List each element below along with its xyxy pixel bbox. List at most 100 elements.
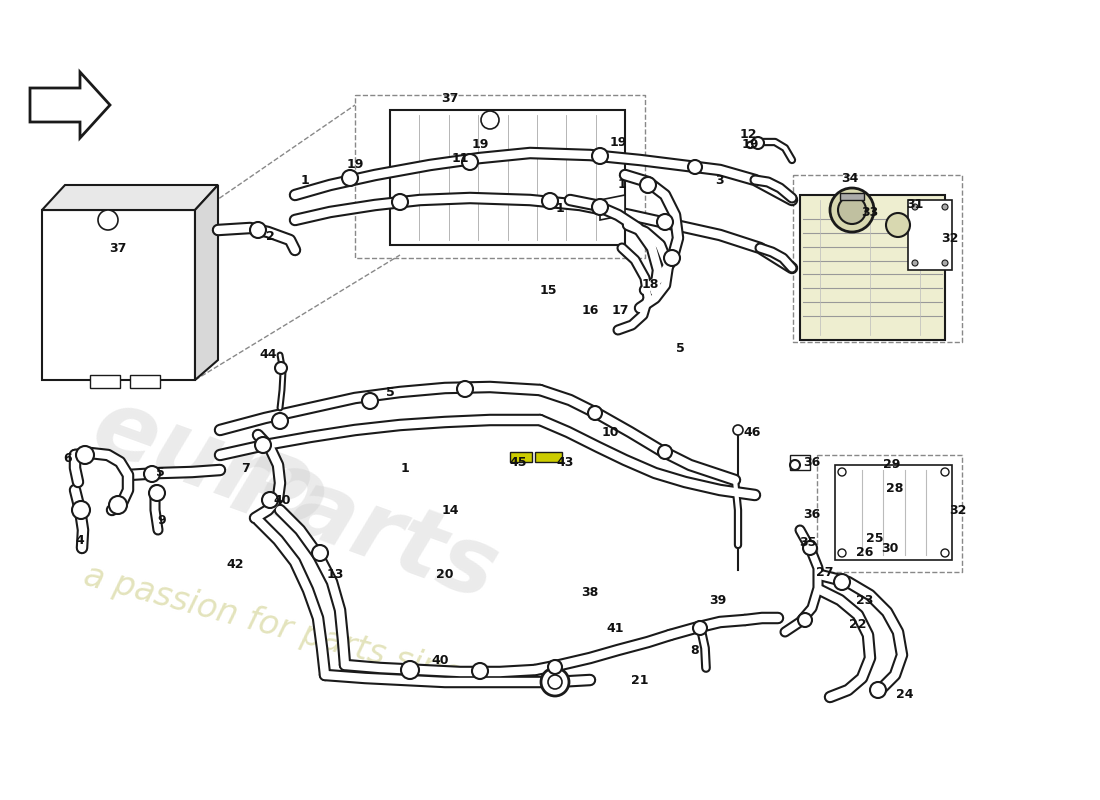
Text: 20: 20: [437, 569, 453, 582]
Polygon shape: [30, 72, 110, 138]
Circle shape: [870, 682, 886, 698]
Circle shape: [109, 496, 126, 514]
Circle shape: [250, 222, 266, 238]
Polygon shape: [90, 375, 120, 388]
Circle shape: [834, 574, 850, 590]
Circle shape: [362, 393, 378, 409]
Text: 21: 21: [631, 674, 649, 686]
Text: 29: 29: [883, 458, 901, 471]
Polygon shape: [800, 195, 945, 340]
Circle shape: [790, 460, 800, 470]
Text: 37: 37: [441, 91, 459, 105]
Circle shape: [542, 193, 558, 209]
Circle shape: [942, 260, 948, 266]
Circle shape: [658, 445, 672, 459]
Text: 19: 19: [346, 158, 364, 171]
Text: 22: 22: [849, 618, 867, 631]
Circle shape: [144, 466, 159, 482]
Circle shape: [588, 406, 602, 420]
Text: 45: 45: [509, 455, 527, 469]
Circle shape: [940, 468, 949, 476]
Text: 27: 27: [816, 566, 834, 578]
Circle shape: [548, 675, 562, 689]
Circle shape: [688, 160, 702, 174]
Circle shape: [733, 425, 742, 435]
Text: 19: 19: [471, 138, 488, 151]
Text: euro: euro: [80, 381, 340, 550]
Circle shape: [98, 210, 118, 230]
Circle shape: [548, 660, 562, 674]
Text: 38: 38: [582, 586, 598, 598]
Circle shape: [272, 413, 288, 429]
Polygon shape: [908, 200, 952, 270]
Circle shape: [262, 492, 278, 508]
Polygon shape: [790, 455, 810, 470]
Circle shape: [693, 621, 707, 635]
Text: 14: 14: [441, 503, 459, 517]
Circle shape: [664, 250, 680, 266]
Circle shape: [640, 177, 656, 193]
Text: 5: 5: [155, 466, 164, 478]
Text: 43: 43: [557, 455, 574, 469]
Polygon shape: [42, 210, 195, 380]
Text: 5: 5: [386, 386, 395, 398]
Text: 19: 19: [609, 137, 627, 150]
Circle shape: [275, 362, 287, 374]
Text: 24: 24: [896, 689, 914, 702]
Text: 5: 5: [675, 342, 684, 354]
Circle shape: [838, 549, 846, 557]
Polygon shape: [510, 452, 532, 462]
Text: 6: 6: [64, 451, 73, 465]
Text: 1: 1: [400, 462, 409, 474]
Circle shape: [912, 260, 918, 266]
Text: 3: 3: [716, 174, 724, 186]
Circle shape: [798, 613, 812, 627]
Circle shape: [255, 437, 271, 453]
Circle shape: [312, 545, 328, 561]
Text: 28: 28: [887, 482, 904, 494]
Text: 16: 16: [581, 303, 598, 317]
Text: 2: 2: [265, 230, 274, 242]
Text: 32: 32: [949, 503, 967, 517]
Circle shape: [803, 541, 817, 555]
Circle shape: [912, 204, 918, 210]
Circle shape: [456, 381, 473, 397]
Polygon shape: [42, 185, 218, 210]
Circle shape: [76, 446, 94, 464]
Text: 10: 10: [602, 426, 618, 438]
Text: 46: 46: [744, 426, 761, 438]
Text: 37: 37: [109, 242, 126, 254]
Text: 1: 1: [556, 202, 564, 214]
Text: 40: 40: [273, 494, 290, 506]
Circle shape: [886, 213, 910, 237]
Text: 9: 9: [157, 514, 166, 526]
Circle shape: [838, 468, 846, 476]
Circle shape: [657, 214, 673, 230]
Text: 26: 26: [856, 546, 873, 559]
Circle shape: [72, 501, 90, 519]
Text: 36: 36: [803, 509, 821, 522]
Text: 44: 44: [260, 349, 277, 362]
Text: 15: 15: [539, 283, 557, 297]
Polygon shape: [600, 195, 625, 220]
Text: 1: 1: [300, 174, 309, 186]
Text: a passion for parts since: a passion for parts since: [80, 559, 483, 697]
Circle shape: [592, 199, 608, 215]
Text: 36: 36: [803, 455, 821, 469]
Text: 34: 34: [842, 171, 859, 185]
Text: 11: 11: [451, 151, 469, 165]
Circle shape: [752, 137, 764, 149]
Circle shape: [472, 663, 488, 679]
Text: 32: 32: [942, 231, 959, 245]
Circle shape: [148, 485, 165, 501]
Text: 31: 31: [906, 198, 924, 211]
Text: 39: 39: [710, 594, 727, 606]
Text: 33: 33: [861, 206, 879, 218]
Circle shape: [592, 148, 608, 164]
Text: 41: 41: [606, 622, 624, 634]
Circle shape: [342, 170, 358, 186]
Polygon shape: [835, 465, 952, 560]
Polygon shape: [535, 452, 562, 462]
Text: 25: 25: [867, 531, 883, 545]
Text: 12: 12: [739, 129, 757, 142]
